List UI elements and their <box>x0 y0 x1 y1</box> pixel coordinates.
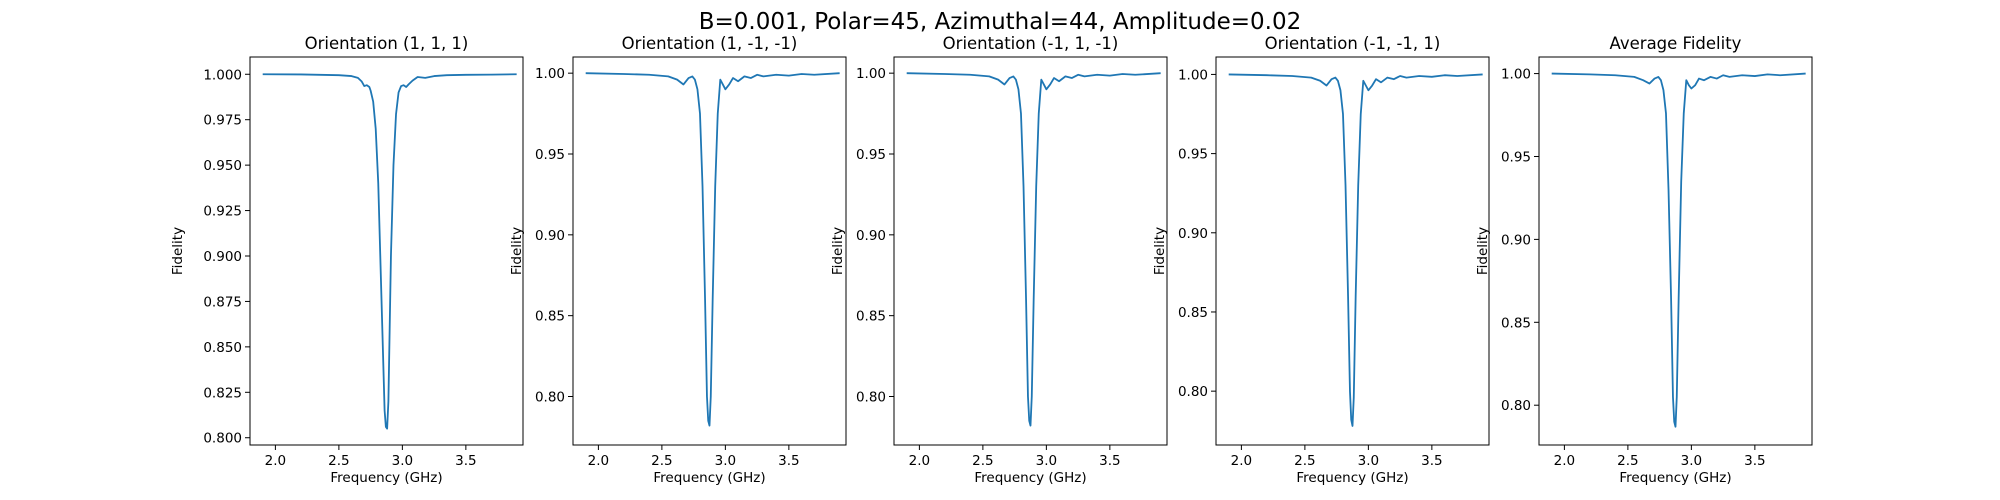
chart-4-ytick-label-4: 1.00 <box>1501 67 1531 83</box>
chart-0-ytick-label-3: 0.875 <box>203 294 242 310</box>
chart-0-ytick-label-2: 0.850 <box>203 340 242 356</box>
chart-2-xtick-label-3: 3.5 <box>1099 453 1120 469</box>
chart-2-title: Orientation (-1, 1, -1) <box>943 34 1119 53</box>
chart-2-ytick-label-1: 0.85 <box>856 309 886 325</box>
chart-4-xtick-label-1: 2.5 <box>1617 453 1638 469</box>
chart-4-title: Average Fidelity <box>1610 34 1742 53</box>
chart-1-ylabel: Fidelity <box>509 227 525 275</box>
chart-0-ytick-label-8: 1.000 <box>203 67 242 83</box>
chart-2-series-0-line <box>906 72 1161 427</box>
chart-2-xlabel: Frequency (GHz) <box>974 470 1086 486</box>
chart-1-xtick-label-3: 3.5 <box>778 453 799 469</box>
chart-1-ytick-label-0: 0.80 <box>535 390 565 406</box>
chart-0-ylabel: Fidelity <box>170 227 186 275</box>
chart-3-axes-frame <box>1215 56 1490 446</box>
subplot-0: Orientation (1, 1, 1) 2.0 2.5 3.0 3.5 0.800 0.… <box>170 34 524 486</box>
chart-4-ytick-label-3: 0.95 <box>1501 149 1531 165</box>
chart-0-ytick-label-5: 0.925 <box>203 204 242 220</box>
chart-0-ytick-label-0: 0.800 <box>203 431 242 447</box>
chart-1-series-0-line <box>585 72 840 427</box>
chart-4-series-0-line <box>1551 72 1806 428</box>
chart-3-title: Orientation (-1, -1, 1) <box>1265 34 1441 53</box>
chart-4-ytick-label-2: 0.90 <box>1501 232 1531 248</box>
chart-3-series-0-line <box>1228 73 1483 427</box>
chart-3-xtick-label-1: 2.5 <box>1294 453 1315 469</box>
figure-suptitle: B=0.001, Polar=45, Azimuthal=44, Amplitu… <box>699 9 1302 35</box>
chart-4-xtick-label-0: 2.0 <box>1554 453 1575 469</box>
chart-3-xlabel: Frequency (GHz) <box>1296 470 1408 486</box>
chart-0-xtick-label-2: 3.0 <box>392 453 413 469</box>
chart-2-ytick-label-2: 0.90 <box>856 228 886 244</box>
chart-1-axes-frame <box>572 56 847 446</box>
chart-3-ytick-label-2: 0.90 <box>1178 226 1208 242</box>
chart-0-xtick-label-0: 2.0 <box>265 453 286 469</box>
chart-2-xtick-label-2: 3.0 <box>1036 453 1057 469</box>
chart-3-xtick-label-2: 3.0 <box>1358 453 1379 469</box>
chart-3-ytick-label-1: 0.85 <box>1178 305 1208 321</box>
chart-3-ylabel: Fidelity <box>1152 227 1168 275</box>
chart-0-ytick-label-4: 0.900 <box>203 249 242 265</box>
chart-2-ylabel: Fidelity <box>830 227 846 275</box>
chart-4-axes-frame <box>1538 56 1813 446</box>
chart-1-xtick-label-1: 2.5 <box>651 453 672 469</box>
subplot-3: Orientation (-1, -1, 1) 2.0 2.5 3.0 3.5 0.80 0… <box>1152 34 1490 486</box>
chart-0-xlabel: Frequency (GHz) <box>330 470 442 486</box>
chart-2-ytick-label-3: 0.95 <box>856 147 886 163</box>
chart-0-xtick-label-3: 3.5 <box>455 453 476 469</box>
chart-3-xtick-label-3: 3.5 <box>1421 453 1442 469</box>
chart-0-ytick-label-7: 0.975 <box>203 113 242 129</box>
chart-1-ytick-label-2: 0.90 <box>535 228 565 244</box>
chart-0-xtick-label-1: 2.5 <box>328 453 349 469</box>
chart-1-title: Orientation (1, -1, -1) <box>622 34 798 53</box>
chart-2-ytick-label-0: 0.80 <box>856 390 886 406</box>
chart-3-ytick-label-4: 1.00 <box>1178 67 1208 83</box>
chart-4-xtick-label-3: 3.5 <box>1744 453 1765 469</box>
chart-1-ytick-label-3: 0.95 <box>535 147 565 163</box>
chart-0-series-0-line <box>262 73 517 430</box>
chart-4-ytick-label-1: 0.85 <box>1501 315 1531 331</box>
subplot-2: Orientation (-1, 1, -1) 2.0 2.5 3.0 3.5 0.80 0… <box>830 34 1168 486</box>
chart-3-ytick-label-3: 0.95 <box>1178 147 1208 163</box>
chart-0-axes-frame <box>249 56 524 446</box>
chart-1-ytick-label-4: 1.00 <box>535 66 565 82</box>
chart-1-xlabel: Frequency (GHz) <box>653 470 765 486</box>
chart-2-axes-frame <box>893 56 1168 446</box>
chart-1-xtick-label-0: 2.0 <box>588 453 609 469</box>
chart-4-ytick-label-0: 0.80 <box>1501 398 1531 414</box>
subplot-4: Average Fidelity 2.0 2.5 3.0 3.5 0.80 0.85 0.90… <box>1475 34 1813 486</box>
chart-2-xtick-label-1: 2.5 <box>972 453 993 469</box>
chart-2-ytick-label-4: 1.00 <box>856 66 886 82</box>
chart-4-xtick-label-2: 3.0 <box>1681 453 1702 469</box>
chart-1-ytick-label-1: 0.85 <box>535 309 565 325</box>
chart-1-xtick-label-2: 3.0 <box>715 453 736 469</box>
subplot-1: Orientation (1, -1, -1) 2.0 2.5 3.0 3.5 0.80 0… <box>509 34 847 486</box>
chart-3-ytick-label-0: 0.80 <box>1178 384 1208 400</box>
chart-4-xlabel: Frequency (GHz) <box>1619 470 1731 486</box>
chart-3-xtick-label-0: 2.0 <box>1231 453 1252 469</box>
chart-4-ylabel: Fidelity <box>1475 227 1491 275</box>
subplot-grid: Orientation (1, 1, 1) 2.0 2.5 3.0 3.5 0.800 0.… <box>170 34 1813 486</box>
chart-0-ytick-label-6: 0.950 <box>203 158 242 174</box>
chart-0-title: Orientation (1, 1, 1) <box>305 34 469 53</box>
chart-2-xtick-label-0: 2.0 <box>909 453 930 469</box>
chart-0-ytick-label-1: 0.825 <box>203 385 242 401</box>
